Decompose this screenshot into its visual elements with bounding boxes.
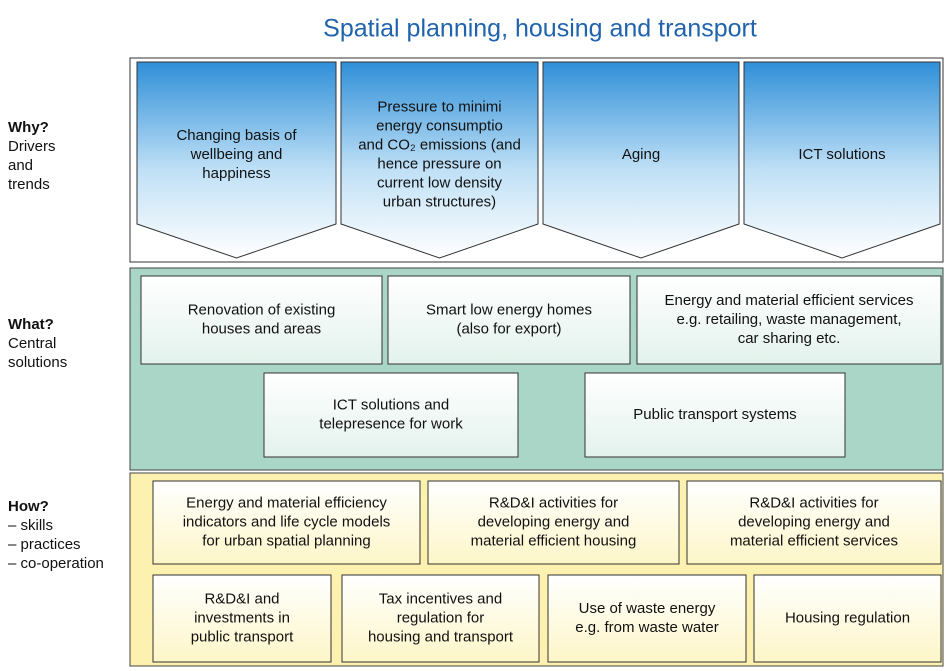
solution-box [636, 275, 942, 365]
box-text: Public transport systems [633, 406, 796, 423]
solution-box [263, 372, 519, 458]
box-text: regulation for [397, 609, 485, 626]
box-text: Energy and material efficiency [186, 494, 387, 511]
box-text: developing energy and [478, 513, 630, 530]
box-text: Housing regulation [785, 609, 910, 626]
box-text: Aging [622, 146, 660, 163]
driver-chevron [340, 61, 539, 259]
box-text: Renovation of existing [188, 301, 336, 318]
box-text: current low density [377, 174, 503, 191]
box-text: urban structures) [383, 193, 496, 210]
box-text: and CO₂ emissions (and [358, 136, 521, 153]
box-text: happiness [202, 165, 270, 182]
section-sublabel: and [8, 157, 33, 174]
box-text: Use of waste energy [579, 600, 716, 617]
box-text: for urban spatial planning [202, 532, 370, 549]
box-text: housing and transport [368, 628, 514, 645]
solution-box [341, 574, 540, 663]
solution-box [427, 480, 680, 565]
box-text: houses and areas [202, 320, 321, 337]
section-sublabel: trends [8, 176, 50, 193]
solution-box [753, 574, 942, 663]
box-text: telepresence for work [319, 415, 463, 432]
box-text: Pressure to minimi [377, 98, 501, 115]
section-sublabel: – skills [8, 517, 53, 534]
box-text: e.g. retailing, waste management, [676, 311, 901, 328]
box-text: R&D&I and [204, 590, 279, 607]
driver-chevron [743, 61, 941, 259]
driver-chevron [136, 61, 337, 259]
section-sublabel: – practices [8, 536, 81, 553]
box-text: material efficient housing [471, 532, 637, 549]
box-text: Smart low energy homes [426, 301, 592, 318]
box-text: public transport [191, 628, 294, 645]
solution-box [152, 574, 332, 663]
section-sublabel: – co-operation [8, 555, 104, 572]
box-text: ICT solutions [798, 146, 885, 163]
box-text: R&D&I activities for [749, 494, 878, 511]
box-text: R&D&I activities for [489, 494, 618, 511]
box-text: e.g. from waste water [575, 619, 718, 636]
box-text: investments in [194, 609, 290, 626]
section-heading: What? [8, 316, 54, 333]
solution-box [547, 574, 747, 663]
box-text: material efficient services [730, 532, 898, 549]
box-text: car sharing etc. [738, 330, 841, 347]
box-text: wellbeing and [190, 146, 283, 163]
box-text: energy consumptio [376, 117, 503, 134]
solution-box [140, 275, 383, 365]
section-sublabel: solutions [8, 354, 67, 371]
solution-box [387, 275, 631, 365]
box-text: ICT solutions and [333, 396, 449, 413]
section-sublabel: Drivers [8, 138, 56, 155]
section-heading: How? [8, 498, 49, 515]
section-heading: Why? [8, 119, 49, 136]
driver-chevron [542, 61, 740, 259]
solution-box [152, 480, 421, 565]
box-text: indicators and life cycle models [183, 513, 391, 530]
solution-box [584, 372, 846, 458]
title: Spatial planning, housing and transport [323, 15, 757, 43]
box-text: Changing basis of [176, 127, 297, 144]
solution-box [686, 480, 942, 565]
box-text: Tax incentives and [379, 590, 502, 607]
box-text: Energy and material efficient services [664, 292, 913, 309]
section-sublabel: Central [8, 335, 56, 352]
box-text: hence pressure on [377, 155, 501, 172]
box-text: developing energy and [738, 513, 890, 530]
box-text: (also for export) [456, 320, 561, 337]
